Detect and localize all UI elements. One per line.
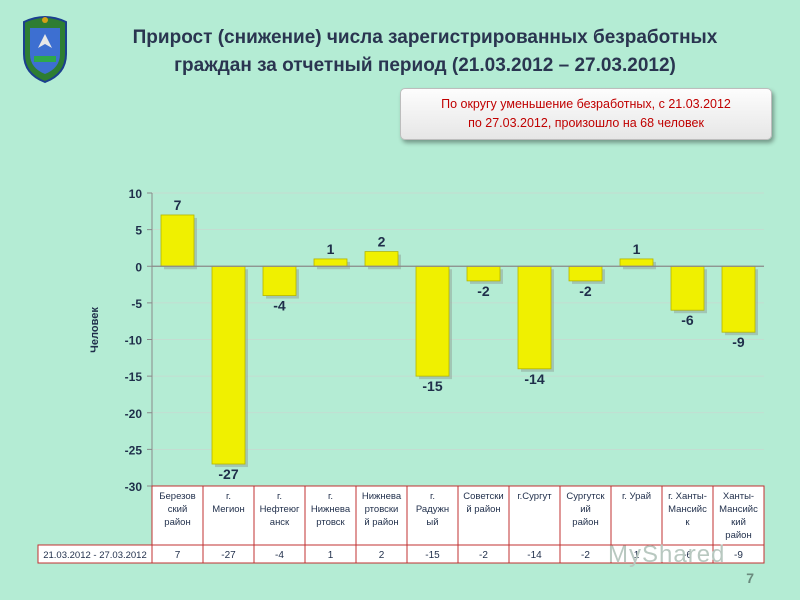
data-label: 7 [174, 197, 182, 213]
table-value: -15 [425, 550, 440, 561]
coat-of-arms-logo [20, 14, 70, 84]
y-tick-label: 10 [129, 187, 143, 201]
category-label: г. Ханты- [668, 491, 707, 502]
data-label: -9 [732, 334, 745, 350]
bar [160, 214, 195, 267]
category-label: г. Урай [622, 491, 651, 502]
category-label: анск [270, 517, 290, 528]
table-value: 2 [379, 550, 385, 561]
table-value: -4 [275, 550, 284, 561]
category-label: район [572, 517, 598, 528]
category-label: Березов [159, 491, 195, 502]
table-value: -14 [527, 550, 542, 561]
bar [364, 251, 399, 267]
data-label: -15 [422, 378, 442, 394]
bar [517, 265, 552, 370]
table-value: -27 [221, 550, 236, 561]
category-label: Радужн [416, 504, 449, 515]
category-label: г. [328, 491, 333, 502]
title-line-1: Прирост (снижение) числа зарегистрирован… [132, 27, 718, 48]
table-value: 1 [328, 550, 334, 561]
title-line-2: граждан за отчетный период (21.03.2012 –… [174, 55, 676, 76]
category-label: Мансийс [719, 504, 758, 515]
y-tick-label: -25 [125, 443, 143, 457]
category-label: г.Сургут [517, 491, 552, 502]
page-number: 7 [746, 570, 754, 586]
data-label: -27 [218, 466, 238, 482]
bar [568, 265, 603, 282]
y-axis-label: Человек [89, 307, 101, 353]
category-table-row [37, 544, 765, 564]
category-label: й район [466, 504, 500, 515]
category-label: ский [168, 504, 188, 515]
data-label: -2 [579, 283, 592, 299]
category-label: ртовски [365, 504, 399, 515]
table-row-label: 21.03.2012 - 27.03.2012 [43, 550, 147, 561]
category-label: Нефтеюг [260, 504, 300, 515]
y-tick-label: -5 [131, 297, 142, 311]
data-label: -4 [273, 298, 286, 314]
table-value: 1 [634, 550, 640, 561]
category-label: Мансийс [668, 504, 707, 515]
category-label: район [164, 517, 190, 528]
category-label: ий [580, 504, 591, 515]
category-label: Нижнева [362, 491, 402, 502]
bar [211, 265, 246, 465]
table-value: -9 [734, 550, 743, 561]
bar [721, 265, 756, 333]
category-label: й район [364, 517, 398, 528]
y-tick-label: -15 [125, 370, 143, 384]
note-line-2: по 27.03.2012, произошло на 68 человек [468, 116, 704, 130]
category-label: Ханты- [723, 491, 754, 502]
table-value: 7 [175, 550, 181, 561]
data-label: -14 [524, 371, 544, 387]
bar [619, 258, 654, 267]
bar [466, 265, 501, 282]
data-label: 2 [378, 234, 386, 250]
bar [415, 265, 450, 377]
table-value: -2 [581, 550, 590, 561]
table-value: -2 [479, 550, 488, 561]
y-tick-label: -30 [125, 480, 143, 494]
category-label: к [685, 517, 690, 528]
category-label: Нижнева [311, 504, 351, 515]
y-tick-label: -10 [125, 334, 143, 348]
data-label: -2 [477, 283, 490, 299]
y-tick-label: 0 [135, 260, 142, 274]
category-label: ртовск [316, 517, 345, 528]
category-label: кий [731, 517, 746, 528]
bar [262, 265, 297, 296]
page-title: Прирост (снижение) числа зарегистрирован… [95, 24, 755, 80]
data-label: 1 [327, 241, 335, 257]
category-label: г. [277, 491, 282, 502]
category-label: район [725, 530, 751, 541]
data-label: -6 [681, 312, 694, 328]
table-value: -6 [683, 550, 692, 561]
bar [313, 258, 348, 267]
bar [670, 265, 705, 311]
category-label: Сургутск [566, 491, 605, 502]
category-label: г. [430, 491, 435, 502]
y-tick-label: -20 [125, 407, 143, 421]
category-label: Мегион [212, 504, 245, 515]
summary-note: По округу уменьшение безработных, с 21.0… [400, 88, 772, 140]
category-label: Советски [463, 491, 504, 502]
y-tick-label: 5 [135, 224, 142, 238]
category-label: ый [426, 517, 438, 528]
data-label: 1 [633, 241, 641, 257]
category-label: г. [226, 491, 231, 502]
watermark: MyShared [608, 541, 726, 568]
note-line-1: По округу уменьшение безработных, с 21.0… [441, 97, 731, 111]
